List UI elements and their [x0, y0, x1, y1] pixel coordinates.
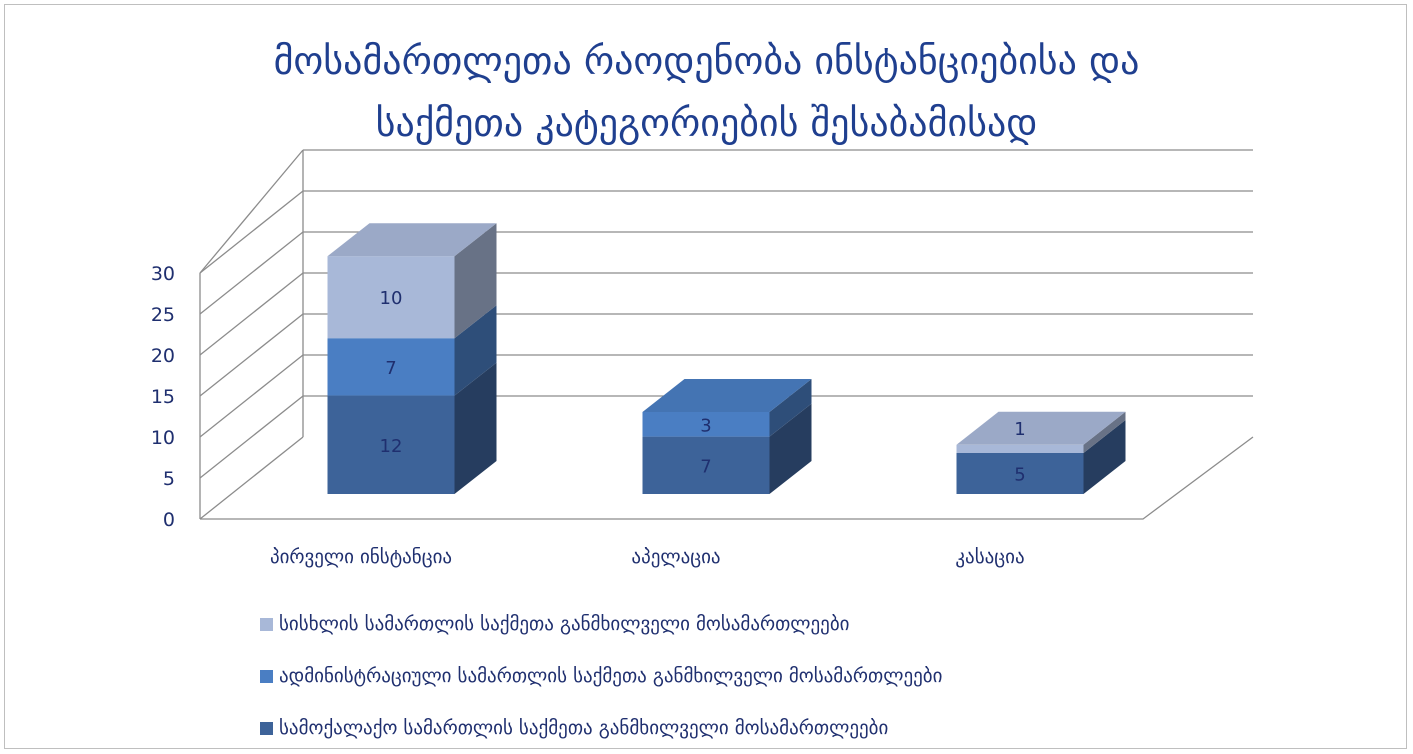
- side-wall-gridline: [199, 354, 304, 438]
- bar-segment-side: [454, 305, 497, 396]
- y-tick-label: 0: [163, 509, 175, 531]
- data-label: 12: [380, 436, 403, 457]
- side-wall-gridline: [199, 190, 304, 274]
- legend-item: სამოქალაქო სამართლის საქმეთა განმხილველი…: [260, 702, 942, 754]
- side-wall-gridline: [199, 231, 304, 315]
- bar-segment-top: [956, 411, 1126, 445]
- y-tick-label: 30: [151, 263, 175, 285]
- bar-segment-front: [327, 256, 455, 339]
- legend-item: ადმინისტრაციული სამართლის საქმეთა განმხი…: [260, 650, 942, 702]
- floor-edge: [200, 436, 1254, 520]
- chart-legend: სისხლის სამართლის საქმეთა განმხილველი მო…: [260, 598, 942, 754]
- x-category-label: პირველი ინსტანცია: [270, 546, 452, 568]
- bar-segment-side: [769, 379, 812, 437]
- x-category-label: კასაცია: [955, 546, 1024, 568]
- bar-segment-side: [454, 223, 497, 339]
- legend-swatch: [260, 721, 273, 735]
- bar-segment-side: [454, 362, 497, 494]
- data-label: 5: [1014, 465, 1025, 486]
- bar-segment-front: [327, 338, 455, 396]
- data-label: 7: [700, 456, 711, 477]
- data-label: 1: [1014, 419, 1025, 440]
- bar-segment-front: [642, 436, 770, 494]
- y-tick-label: 25: [151, 304, 175, 326]
- side-wall-gridline: [199, 313, 304, 397]
- data-label: 10: [380, 288, 403, 309]
- data-label: 7: [385, 358, 396, 379]
- bar-segment-top: [327, 223, 497, 257]
- bar-segment-front: [327, 395, 455, 494]
- bar-segment-front: [642, 412, 770, 437]
- side-wall-gridline: [199, 272, 304, 356]
- chart-title-line-1: მოსამართლეთა რაოდენობა ინსტანციებისა და: [273, 39, 1140, 83]
- side-wall-gridline: [199, 149, 304, 274]
- legend-swatch: [260, 669, 273, 683]
- legend-label: ადმინისტრაციული სამართლის საქმეთა განმხი…: [279, 665, 943, 687]
- bar-segment-side: [769, 403, 812, 494]
- y-tick-label: 5: [163, 468, 175, 490]
- bar-segment-front: [956, 453, 1084, 494]
- bar-segment-side: [1083, 411, 1126, 453]
- y-tick-label: 10: [151, 427, 175, 449]
- legend-label: სამოქალაქო სამართლის საქმეთა განმხილველი…: [279, 717, 889, 739]
- y-tick-label: 15: [151, 386, 175, 408]
- bar-segment-front: [956, 444, 1084, 453]
- chart-title: მოსამართლეთა რაოდენობა ინსტანციებისა და …: [0, 30, 1413, 154]
- x-category-label: აპელაცია: [631, 546, 720, 568]
- chart-title-line-2: საქმეთა კატეგორიების შესაბამისად: [375, 101, 1038, 145]
- legend-item: სისხლის სამართლის საქმეთა განმხილველი მო…: [260, 598, 942, 650]
- chart-frame: [4, 4, 1407, 749]
- side-wall-gridline: [199, 436, 304, 520]
- legend-label: სისხლის სამართლის საქმეთა განმხილველი მო…: [279, 613, 850, 635]
- y-tick-label: 20: [151, 345, 175, 367]
- legend-swatch: [260, 617, 273, 631]
- side-wall-gridline: [199, 395, 304, 479]
- data-label: 3: [700, 415, 711, 436]
- bar-segment-side: [1083, 420, 1126, 494]
- bar-segment-top: [642, 379, 812, 412]
